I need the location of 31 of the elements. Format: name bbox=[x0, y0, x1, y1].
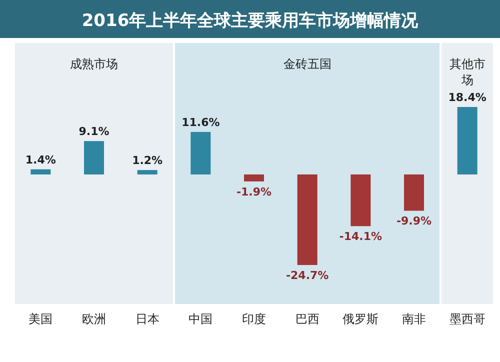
band-label: 金砖五国 bbox=[283, 57, 332, 71]
x-tick-label: 俄罗斯 bbox=[342, 312, 379, 326]
data-label: 18.4% bbox=[448, 91, 486, 104]
bar bbox=[404, 174, 424, 211]
data-label: -9.9% bbox=[396, 214, 432, 228]
x-tick-label: 日本 bbox=[135, 312, 160, 326]
data-label: 1.4% bbox=[25, 153, 56, 166]
bar bbox=[84, 141, 104, 174]
x-tick-label: 南非 bbox=[402, 312, 426, 326]
bar bbox=[297, 174, 318, 265]
bar bbox=[244, 174, 264, 182]
x-tick-label: 中国 bbox=[188, 312, 213, 326]
data-label: 1.2% bbox=[132, 154, 163, 168]
x-tick-label: 美国 bbox=[28, 312, 53, 326]
data-label: 11.6% bbox=[182, 116, 220, 129]
bar bbox=[137, 170, 158, 174]
bar bbox=[457, 107, 478, 174]
bar bbox=[30, 169, 51, 174]
band-label: 成熟市场 bbox=[70, 57, 118, 71]
data-label: -24.7% bbox=[286, 269, 329, 282]
data-label: 9.1% bbox=[78, 125, 110, 138]
x-tick-label: 巴西 bbox=[295, 312, 320, 326]
bar bbox=[350, 174, 371, 226]
data-label: -14.1% bbox=[339, 230, 382, 244]
data-label: -1.9% bbox=[236, 185, 272, 198]
x-tick-label: 印度 bbox=[242, 312, 266, 326]
band-label: 其他市场 bbox=[449, 57, 486, 87]
x-tick-label: 欧洲 bbox=[82, 312, 106, 326]
x-tick-label: 墨西哥 bbox=[449, 312, 486, 326]
chart-title: 2016年上半年全球主要乘用车市场增幅情况 bbox=[82, 11, 420, 31]
bar bbox=[190, 132, 211, 174]
